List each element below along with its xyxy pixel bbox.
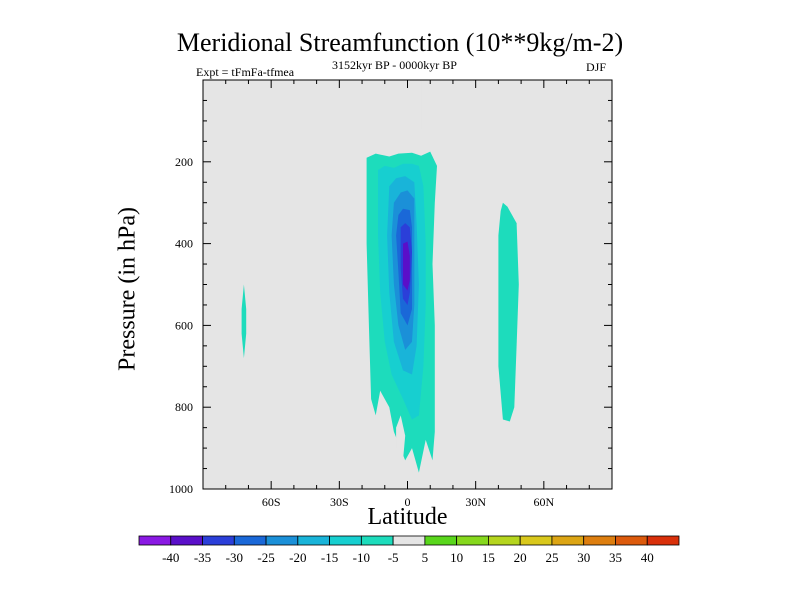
x-tick-label: 0 [405,495,411,509]
colorbar-box [392,535,426,546]
colorbar-box [551,535,585,546]
colorbar-label: -25 [257,550,274,565]
colorbar-box [138,535,172,546]
colorbar-box [297,535,330,546]
colorbar-label: -40 [162,550,179,565]
y-tick-label: 800 [175,400,193,414]
colorbar-box [519,535,553,546]
colorbar-box [265,535,299,546]
cell-minus-35 [403,241,410,291]
colorbar-label: 20 [514,550,527,565]
experiment-label: Expt = tFmFa-tfmea [196,65,295,79]
y-tick-label: 400 [175,237,193,251]
colorbar-box [646,535,680,546]
colorbar-label: -30 [226,550,243,565]
colorbar-box [583,535,616,546]
colorbar-box [488,535,521,546]
x-tick-label: 30N [465,495,486,509]
colorbar-label: -20 [289,550,306,565]
colorbar-box [360,535,394,546]
colorbar-label: 5 [422,550,429,565]
x-tick-label: 60N [533,495,554,509]
y-tick-label: 200 [175,155,193,169]
colorbar-box [170,535,203,546]
cell-plus-5-north [455,288,476,438]
colorbar-label: -35 [194,550,211,565]
colorbar-label: 30 [577,550,590,565]
colorbar-box [233,535,267,546]
colorbar-label: 25 [545,550,558,565]
y-tick-label: 1000 [169,482,193,496]
colorbar-box [329,535,362,546]
x-tick-label: 30S [330,495,349,509]
x-axis-label: Latitude [367,504,448,530]
cell-plus-5-top-b [421,80,428,142]
colorbar-box [202,535,235,546]
colorbar-box [615,535,648,546]
y-tick-label: 600 [175,318,193,332]
contour-layer [241,80,519,473]
period-label: 3152kyr BP - 0000kyr BP [332,58,457,72]
colorbar-label: 10 [450,550,463,565]
colorbar-label: -15 [321,550,338,565]
colorbar-label: 15 [482,550,495,565]
x-tick-label: 60S [262,495,281,509]
colorbar-label: -10 [353,550,370,565]
chart-title: Meridional Streamfunction (10**9kg/m-2) [176,28,624,57]
season-label: DJF [586,60,607,74]
colorbar-box [424,535,458,546]
colorbar-label: 35 [609,550,622,565]
cell-plus-5-top-a [409,80,412,101]
cell-plus-5-speck [400,148,403,152]
colorbar-box [456,535,489,546]
colorbar: -40 -35 -30 -25 -20 -15 -10 -5 5 10 15 20 25 30 35 40 [138,535,680,565]
axes: 60S 30S 0 30N 60N 200 400 600 800 1000 [169,79,613,509]
cell-plus-5-surface [396,415,406,471]
colorbar-label: -5 [388,550,399,565]
cell-minus-5-north [498,202,519,422]
cell-plus-5-top-c [487,80,494,138]
cell-minus-5-south [241,284,247,359]
colorbar-label: 40 [641,550,654,565]
